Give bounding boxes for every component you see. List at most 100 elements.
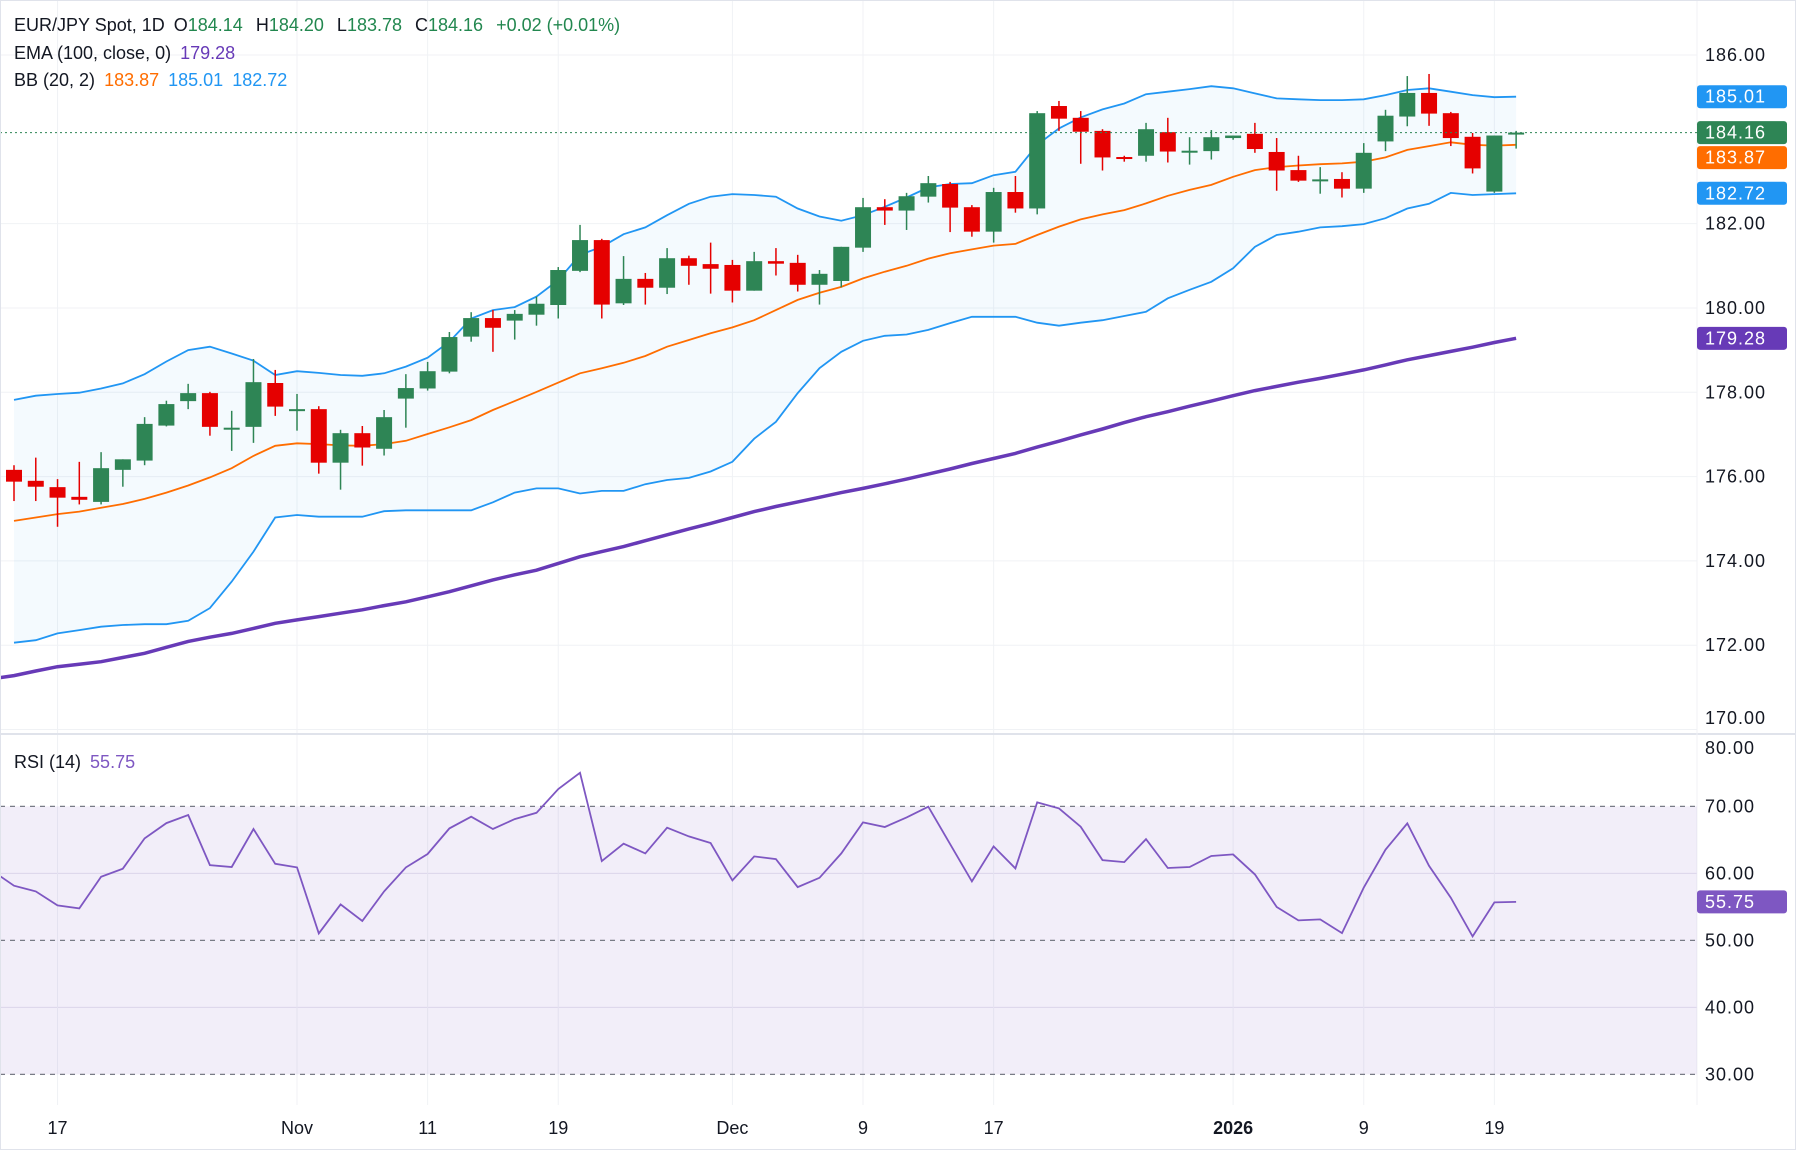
candle-body [1203, 137, 1220, 152]
rsi-label: RSI (14) [14, 752, 82, 772]
candle [1312, 167, 1329, 194]
ohlc-low: L183.78 [337, 15, 406, 35]
candle-body [1225, 135, 1242, 139]
ema-value: 179.28 [180, 43, 236, 63]
candle-body [920, 183, 937, 197]
symbol-legend[interactable]: EUR/JPY Spot, 1D O184.14 H184.20 L183.78… [14, 14, 624, 36]
candle [1007, 175, 1024, 213]
candle-body [1072, 117, 1089, 132]
high-value: 184.20 [268, 15, 324, 35]
ohlc-close: C184.16 [415, 15, 487, 35]
time-tick-label: 9 [1359, 1118, 1369, 1138]
candle [985, 187, 1002, 243]
candle-body [1159, 132, 1176, 152]
candle [354, 426, 371, 466]
rsi-14-line [0, 771, 1517, 939]
time-tick-label: 9 [858, 1118, 868, 1138]
candle-body [1094, 130, 1111, 158]
rsi-tick-label: 30.00 [1705, 1064, 1755, 1084]
candle [376, 409, 393, 456]
candle-body [71, 496, 88, 500]
rsi-value: 55.75 [90, 752, 136, 772]
bb-basis-value: 183.87 [104, 70, 160, 90]
candle [136, 417, 153, 466]
rsi-legend[interactable]: RSI (14) 55.75 [14, 751, 139, 773]
candle-body [114, 459, 131, 470]
candle-body [1355, 152, 1372, 189]
candle-body [1508, 132, 1525, 135]
time-axis[interactable]: 17 Nov 11 19 Dec 9 17 2026 9 19 [48, 1118, 1505, 1138]
candle-body [223, 427, 240, 430]
rsi-tag: 55.75 [1697, 890, 1787, 914]
low-label: L [336, 15, 347, 35]
candle [659, 248, 676, 295]
candle-body [550, 270, 567, 306]
candle [180, 383, 197, 410]
candle [1225, 135, 1242, 140]
price-tags: 185.01 184.16 183.87 182.72 179.28 55.75 [1697, 85, 1787, 914]
rsi-tick-label: 70.00 [1705, 796, 1755, 816]
bb-basis-line [13, 141, 1517, 522]
candle [963, 205, 980, 237]
candle [746, 251, 763, 291]
bb-legend[interactable]: BB (20, 2) 183.87 185.01 182.72 [14, 69, 291, 91]
candle-body [746, 261, 763, 291]
high-label: H [255, 15, 269, 35]
price-tag-box [1697, 85, 1787, 109]
candle-body [1181, 150, 1198, 153]
price-tag-box [1697, 146, 1787, 170]
candle-body [1399, 92, 1416, 117]
candle [245, 358, 262, 443]
candle [419, 361, 436, 391]
time-tick-label: 17 [48, 1118, 68, 1138]
ema-legend[interactable]: EMA (100, close, 0) 179.28 [14, 42, 239, 64]
candle [942, 181, 959, 233]
candle-body [93, 468, 110, 502]
price-tick-label: 180.00 [1705, 298, 1766, 318]
candle [1094, 129, 1111, 171]
ema-line [0, 336, 1517, 680]
ohlc-high: H184.20 [256, 15, 328, 35]
candle-body [27, 480, 44, 487]
time-tick-label: 19 [548, 1118, 568, 1138]
bb-fill [14, 86, 1517, 643]
rsi-tag-box [1697, 890, 1787, 914]
candle [767, 248, 784, 276]
candle [1138, 122, 1155, 162]
bb-lower-value: 182.72 [232, 70, 288, 90]
candle [833, 246, 850, 288]
candle-body [637, 278, 654, 288]
candle-body [484, 318, 501, 328]
candle [1029, 111, 1046, 215]
candle-body [332, 433, 349, 463]
price-tick-label: 178.00 [1705, 382, 1766, 402]
rsi-tick-label: 50.00 [1705, 930, 1755, 950]
candle [93, 452, 110, 505]
candle-body [49, 487, 66, 498]
price-axis[interactable]: 186.00 182.00 180.00 178.00 176.00 174.00 172.… [1705, 45, 1766, 1084]
candle-body [1246, 133, 1263, 150]
candle-body [506, 313, 523, 321]
candle-body [1464, 136, 1481, 169]
candle-body [898, 196, 915, 211]
candle-body [528, 303, 545, 315]
candle [811, 270, 828, 305]
candle-body [811, 273, 828, 285]
price-tag-text: 184.16 [1705, 123, 1766, 143]
candle-body [1442, 113, 1459, 139]
candles [6, 73, 1525, 527]
rsi-tick-label: 80.00 [1705, 738, 1755, 758]
candle [6, 465, 22, 502]
candle-body [441, 337, 458, 372]
price-tick-label: 174.00 [1705, 551, 1766, 571]
candle-body [593, 240, 610, 305]
candle-body [1377, 115, 1394, 142]
candle [1421, 73, 1438, 126]
candle-body [659, 258, 676, 288]
candle [1399, 76, 1416, 127]
ema-100-line [0, 336, 1517, 680]
price-tag: 184.16 [1697, 121, 1787, 145]
candle [158, 400, 175, 427]
price-tick-label: 170.00 [1705, 708, 1766, 728]
